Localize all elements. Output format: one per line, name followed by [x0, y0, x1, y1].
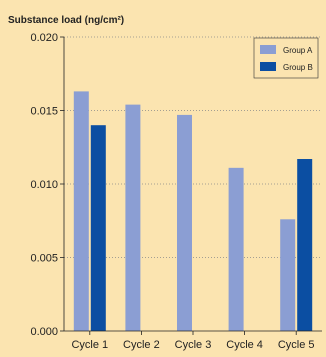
legend-box	[253, 37, 319, 79]
y-axis-title: Substance load (ng/cm²)	[8, 15, 124, 26]
x-tick-label: Cycle 1	[71, 339, 108, 351]
y-tick-label: 0.010	[30, 179, 58, 191]
x-tick-label: Cycle 5	[278, 339, 315, 351]
legend-label-group-a: Group A	[283, 46, 313, 55]
x-tick-label: Cycle 4	[226, 339, 263, 351]
y-tick-label: 0.020	[30, 32, 58, 44]
legend-label-group-b: Group B	[283, 63, 313, 72]
bar-group-a-cycle-5	[280, 219, 296, 331]
bar-group-b-cycle-5	[297, 159, 313, 331]
bar-group-a-cycle-1	[73, 91, 89, 331]
bar-group-a-cycle-3	[177, 114, 192, 331]
bars	[73, 91, 313, 332]
bar-group-a-cycle-4	[228, 167, 244, 331]
legend: Group A Group B	[253, 37, 319, 79]
legend-swatch-group-a	[260, 45, 276, 54]
grid	[64, 36, 322, 258]
y-tick-label: 0.015	[30, 106, 58, 118]
legend-swatch-group-b	[260, 62, 276, 71]
bar-group-a-cycle-2	[125, 104, 141, 332]
y-tick-label: 0.005	[30, 253, 58, 265]
y-tick-label: 0.000	[30, 326, 58, 338]
axes: 0.000 0.005 0.010 0.015 0.020 Cycle 1 Cycle 2 C…	[30, 32, 322, 351]
x-tick-label: Cycle 2	[123, 339, 160, 351]
x-tick-label: Cycle 3	[175, 339, 212, 351]
bar-group-b-cycle-1	[90, 125, 106, 331]
